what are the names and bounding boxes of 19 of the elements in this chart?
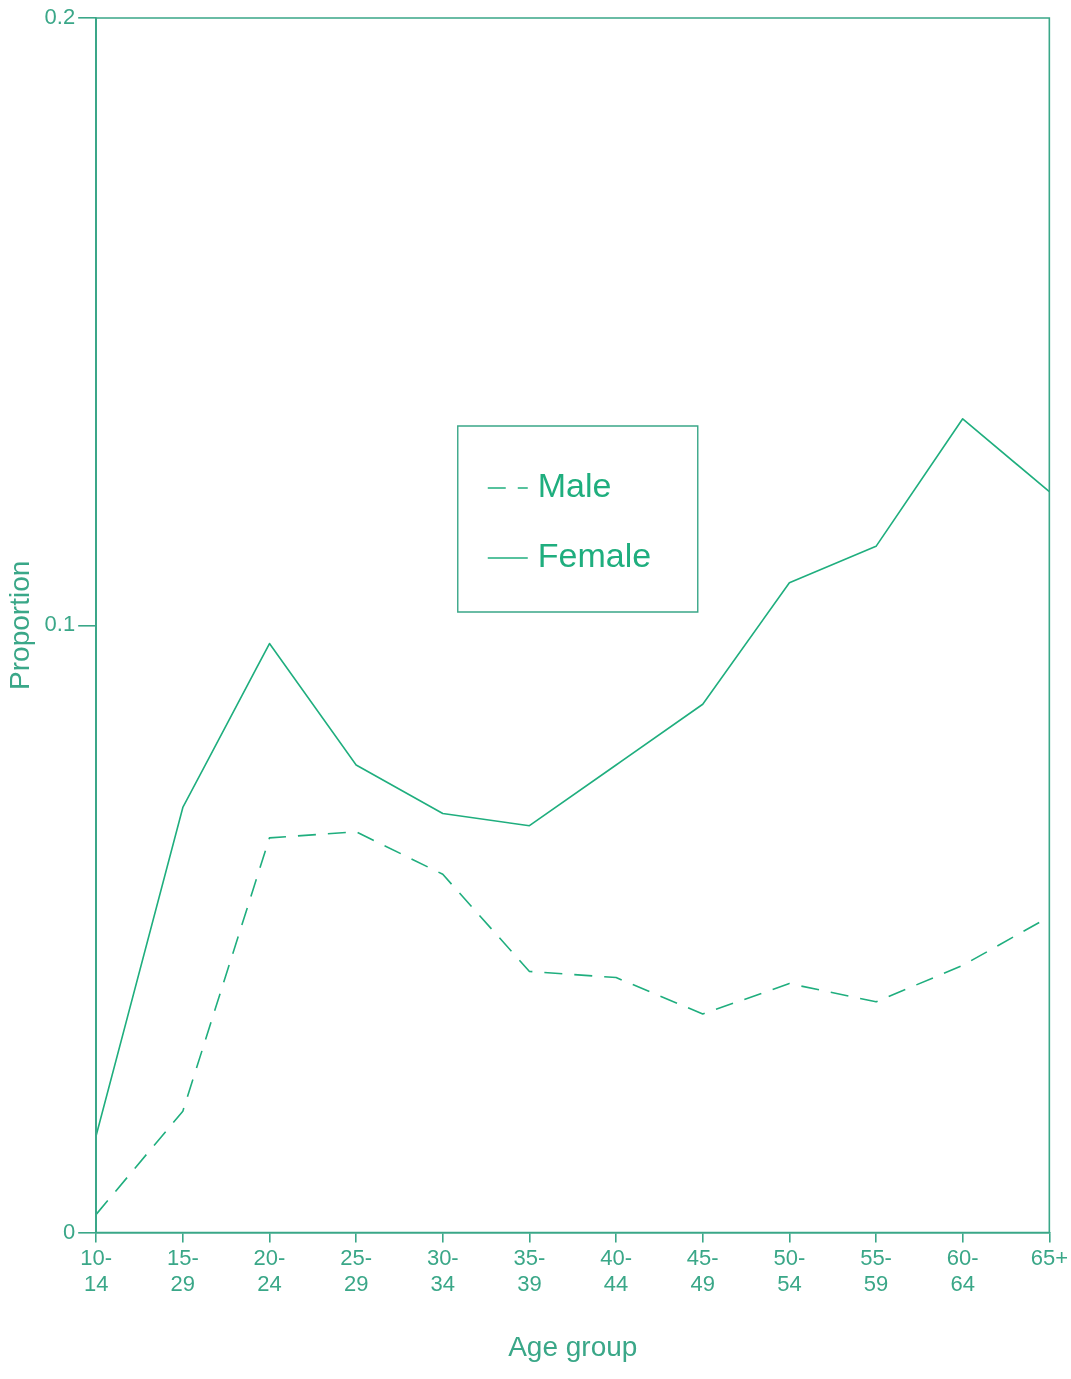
x-tick-label: 60-64 <box>946 1244 979 1297</box>
x-tick-label: 65+ <box>1030 1244 1068 1270</box>
legend-label: Male <box>537 466 612 505</box>
y-axis-title: Proportion <box>3 560 35 690</box>
x-tick-label: 40-44 <box>600 1244 632 1297</box>
y-tick-label: 0 <box>62 1218 76 1244</box>
y-tick-label: 0.2 <box>44 4 76 30</box>
x-tick-label: 45-49 <box>686 1244 719 1297</box>
x-tick-label: 25-29 <box>340 1244 373 1297</box>
x-tick-label: 30-34 <box>426 1244 459 1297</box>
x-tick-label: 35-39 <box>513 1244 546 1297</box>
x-tick-label: 20-24 <box>253 1244 286 1297</box>
x-tick-label: 55-59 <box>860 1244 892 1297</box>
x-tick-label: 10-14 <box>80 1244 113 1297</box>
legend-label: Female <box>537 536 652 575</box>
x-tick-label: 15-29 <box>166 1244 199 1297</box>
x-tick-label: 50-54 <box>773 1244 806 1297</box>
x-axis-title: Age group <box>508 1330 638 1362</box>
y-tick-label: 0.1 <box>44 611 76 637</box>
